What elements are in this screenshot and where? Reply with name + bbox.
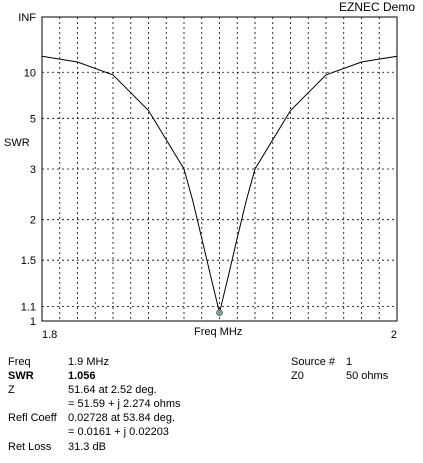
y-tick-label: 2 [30,215,36,227]
x-tick-label: 2 [391,329,397,341]
refl-coeff-label: Refl Coeff [8,412,57,424]
source-label: Source # [291,356,336,368]
return-loss-label: Ret Loss [8,441,52,453]
y-tick-label: 1 [30,316,36,328]
freq-label: Freq [8,356,31,368]
grid-lines [42,17,397,321]
x-tick-label: 1.8 [42,329,57,341]
x-tick-labels: 1.8 2 [42,329,397,341]
swr-label: SWR [8,370,34,382]
freq-value: 1.9 MHz [68,356,109,368]
z0-value: 50 ohms [346,370,389,382]
y-tick-label: 5 [30,113,36,125]
refl-coeff-polar-value: 0.02728 at 53.84 deg. [68,412,176,424]
return-loss-value: 31.3 dB [68,441,106,453]
z-polar-value: 51.64 at 2.52 deg. [68,384,157,396]
y-tick-label: INF [18,12,36,24]
z-rect-value: = 51.59 + j 2.274 ohms [68,398,181,410]
y-tick-label: 1.1 [21,302,36,314]
swr-curve [41,55,398,313]
source-value: 1 [346,356,353,368]
y-axis-label: SWR [4,137,30,149]
swr-value: 1.056 [68,370,96,382]
refl-coeff-rect-value: = 0.0161 + j 0.02203 [68,426,169,438]
z-label: Z [8,384,15,396]
y-tick-label: 10 [24,67,36,79]
y-tick-labels: 1 1.1 1.5 2 3 5 10 INF [18,12,36,328]
frequency-marker[interactable] [216,309,223,317]
y-tick-label: 3 [30,164,36,176]
program-title: EZNEC Demo [338,0,415,14]
y-tick-label: 1.5 [21,255,36,267]
z0-label: Z0 [291,370,304,382]
x-axis-label: Freq MHz [194,326,243,338]
